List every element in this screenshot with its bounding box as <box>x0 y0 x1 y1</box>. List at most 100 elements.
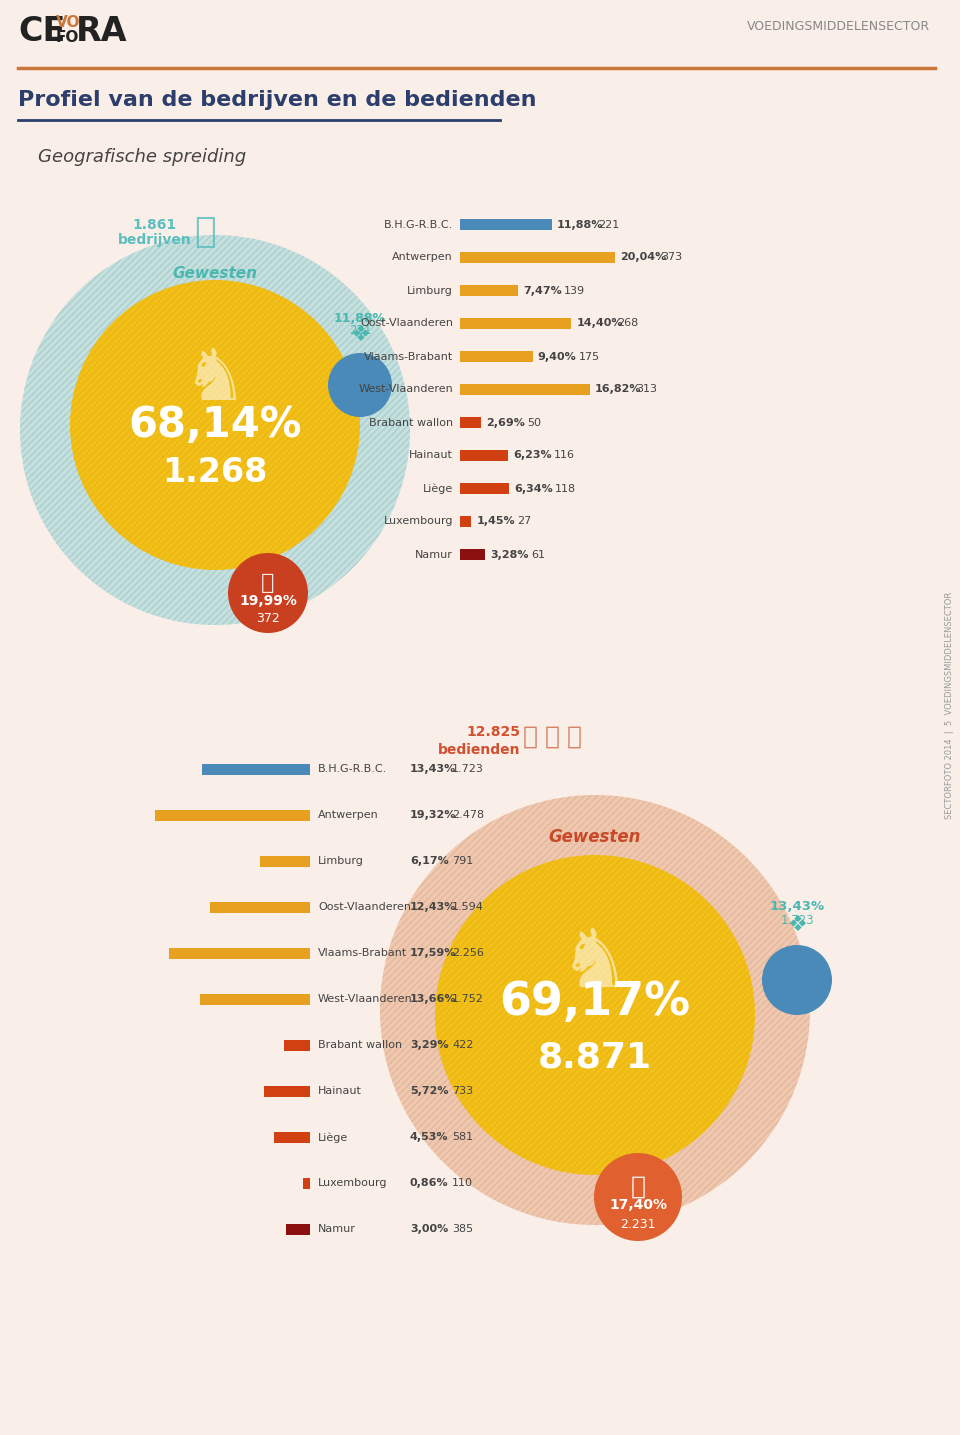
Text: Hainaut: Hainaut <box>318 1086 362 1096</box>
Bar <box>264 1086 310 1096</box>
Text: 11,88%: 11,88% <box>334 311 386 324</box>
Text: 385: 385 <box>452 1224 473 1234</box>
Text: 733: 733 <box>452 1086 473 1096</box>
Text: 422: 422 <box>452 1040 473 1050</box>
Text: Liège: Liège <box>318 1132 348 1142</box>
Bar <box>460 319 571 329</box>
Text: Namur: Namur <box>415 550 453 560</box>
Text: 19,32%: 19,32% <box>410 811 456 821</box>
Text: 5,72%: 5,72% <box>410 1086 448 1096</box>
Text: ♞: ♞ <box>182 346 248 415</box>
Text: CE: CE <box>18 14 65 47</box>
Text: B.H.G-R.B.C.: B.H.G-R.B.C. <box>384 220 453 230</box>
Text: 20,04%: 20,04% <box>620 253 666 263</box>
Text: 221: 221 <box>348 324 372 337</box>
Text: 50: 50 <box>527 418 540 428</box>
Text: Vlaams-Brabant: Vlaams-Brabant <box>364 352 453 362</box>
Text: 6,23%: 6,23% <box>514 451 552 461</box>
Circle shape <box>435 855 755 1175</box>
Text: 1.752: 1.752 <box>452 994 484 1004</box>
Bar <box>210 903 310 913</box>
Text: 581: 581 <box>452 1132 473 1142</box>
Text: 6,34%: 6,34% <box>514 484 553 494</box>
Text: VOEDINGSMIDDELENSECTOR: VOEDINGSMIDDELENSECTOR <box>747 20 930 33</box>
Text: 8.871: 8.871 <box>538 1040 652 1075</box>
Text: Gewesten: Gewesten <box>173 265 257 280</box>
Text: bedrijven: bedrijven <box>118 232 192 247</box>
Text: 🐓: 🐓 <box>631 1175 645 1200</box>
Bar <box>460 385 590 395</box>
Text: bedienden: bedienden <box>438 743 520 758</box>
Text: 0,86%: 0,86% <box>410 1178 448 1188</box>
Text: 🐓: 🐓 <box>261 573 275 593</box>
Text: 19,99%: 19,99% <box>239 594 297 608</box>
Text: 3,00%: 3,00% <box>410 1224 448 1234</box>
Bar <box>460 484 509 494</box>
Text: 69,17%: 69,17% <box>499 980 690 1025</box>
Text: Limburg: Limburg <box>407 286 453 296</box>
Text: 🚶: 🚶 <box>566 725 582 749</box>
Text: 🏭: 🏭 <box>194 215 216 250</box>
Bar <box>169 949 310 959</box>
Bar <box>460 418 481 428</box>
Text: 3,29%: 3,29% <box>410 1040 448 1050</box>
Text: 118: 118 <box>555 484 576 494</box>
Circle shape <box>70 280 360 570</box>
Text: ❖: ❖ <box>787 916 807 936</box>
Bar <box>460 451 508 461</box>
Text: B.H.G-R.B.C.: B.H.G-R.B.C. <box>318 765 387 775</box>
Text: ♞: ♞ <box>559 926 631 1004</box>
Text: Vlaams-Brabant: Vlaams-Brabant <box>318 949 407 959</box>
Text: 1.723: 1.723 <box>452 765 484 775</box>
Text: Antwerpen: Antwerpen <box>393 253 453 263</box>
Text: 7,47%: 7,47% <box>523 286 562 296</box>
Text: 11,88%: 11,88% <box>557 220 603 230</box>
Text: 6,17%: 6,17% <box>410 857 448 867</box>
Text: 1,45%: 1,45% <box>476 517 515 527</box>
Text: 17,59%: 17,59% <box>410 949 456 959</box>
Text: 175: 175 <box>579 352 600 362</box>
Text: Liège: Liège <box>422 484 453 494</box>
Text: 9,40%: 9,40% <box>538 352 576 362</box>
Text: 🚶: 🚶 <box>522 725 538 749</box>
Text: 1.594: 1.594 <box>452 903 484 913</box>
Text: 12,43%: 12,43% <box>410 903 456 913</box>
Text: Oost-Vlaanderen: Oost-Vlaanderen <box>318 903 411 913</box>
Text: 221: 221 <box>598 220 619 230</box>
Text: 13,66%: 13,66% <box>410 994 457 1004</box>
Text: 🚶: 🚶 <box>544 725 560 749</box>
Text: 17,40%: 17,40% <box>609 1198 667 1213</box>
Text: 1.723: 1.723 <box>780 914 814 927</box>
Text: 4,53%: 4,53% <box>410 1132 448 1142</box>
Text: Namur: Namur <box>318 1224 356 1234</box>
Text: Profiel van de bedrijven en de bedienden: Profiel van de bedrijven en de bedienden <box>18 90 537 110</box>
Bar <box>155 809 310 821</box>
Text: Hainaut: Hainaut <box>409 451 453 461</box>
Text: SECTORFOTO 2014  |  5  VOEDINGSMIDDELENSECTOR: SECTORFOTO 2014 | 5 VOEDINGSMIDDELENSECT… <box>945 591 954 818</box>
Bar <box>260 857 310 867</box>
Text: 12.825: 12.825 <box>466 725 520 739</box>
Text: Gewesten: Gewesten <box>549 828 641 847</box>
Text: 61: 61 <box>532 550 545 560</box>
Text: 13,43%: 13,43% <box>410 765 456 775</box>
Bar <box>203 763 310 775</box>
Text: Geografische spreiding: Geografische spreiding <box>38 148 246 166</box>
Bar <box>283 1040 310 1050</box>
Text: 373: 373 <box>661 253 683 263</box>
Text: 3,28%: 3,28% <box>491 550 529 560</box>
Text: Antwerpen: Antwerpen <box>318 811 379 821</box>
Text: FO: FO <box>56 30 80 44</box>
Text: ❖: ❖ <box>350 324 370 344</box>
Bar <box>201 994 310 1004</box>
Text: 2.478: 2.478 <box>452 811 484 821</box>
Text: 791: 791 <box>452 857 473 867</box>
Text: 110: 110 <box>452 1178 473 1188</box>
Circle shape <box>228 552 308 633</box>
Circle shape <box>328 353 392 418</box>
Text: 14,40%: 14,40% <box>576 319 623 329</box>
Bar <box>460 550 486 560</box>
Text: West-Vlaanderen: West-Vlaanderen <box>318 994 413 1004</box>
Text: VO: VO <box>56 14 81 30</box>
Text: 268: 268 <box>617 319 638 329</box>
Bar <box>274 1132 310 1144</box>
